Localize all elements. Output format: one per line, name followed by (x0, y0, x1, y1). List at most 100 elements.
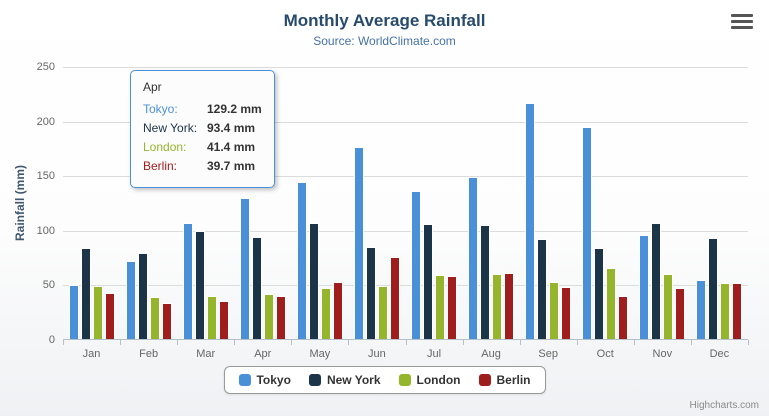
bar-new-york[interactable] (480, 225, 491, 339)
legend-swatch-icon (478, 374, 491, 386)
x-axis-tick (177, 340, 179, 345)
bar-tokyo[interactable] (639, 234, 650, 339)
x-axis-tick-label: Nov (652, 348, 673, 360)
bar-group-jul (405, 67, 462, 339)
bar-berlin[interactable] (104, 292, 115, 339)
x-axis-tick-label: Apr (254, 348, 272, 360)
bar-london[interactable] (435, 274, 445, 339)
y-axis-tick-label: 0 (48, 334, 55, 346)
x-axis-tick (348, 340, 350, 345)
bar-berlin[interactable] (504, 273, 515, 339)
x-axis-tick-label: Feb (139, 348, 159, 360)
bar-new-york[interactable] (594, 247, 605, 339)
bar-tokyo[interactable] (696, 279, 707, 339)
bar-group-may (291, 67, 348, 339)
bar-london[interactable] (377, 286, 388, 339)
bar-berlin[interactable] (389, 256, 400, 339)
x-axis-tick (519, 340, 521, 345)
legend-item-new-york[interactable]: New York (308, 373, 381, 387)
bar-tokyo[interactable] (125, 260, 136, 339)
y-axis-tick-label: 50 (42, 279, 55, 292)
bar-new-york[interactable] (308, 223, 319, 339)
bar-new-york[interactable] (537, 239, 548, 339)
bar-berlin[interactable] (732, 283, 743, 339)
bar-new-york[interactable] (365, 246, 376, 339)
y-axis-tick-label: 200 (36, 115, 55, 128)
bar-new-york[interactable] (423, 224, 433, 339)
bar-tokyo[interactable] (411, 190, 421, 339)
legend-swatch-icon (398, 374, 411, 386)
bar-tokyo[interactable] (525, 102, 536, 339)
x-axis-tick-label: Sep (538, 348, 558, 360)
tooltip-value: 93.4 mm (207, 121, 256, 135)
hamburger-menu-icon[interactable] (731, 14, 753, 29)
bar-london[interactable] (149, 296, 160, 339)
plot-area (63, 67, 749, 345)
bar-berlin[interactable] (561, 287, 572, 339)
gridlines (63, 67, 748, 339)
bar-london[interactable] (92, 285, 103, 339)
bar-tokyo[interactable] (182, 222, 193, 339)
x-axis-tick (291, 340, 293, 345)
chart-subtitle: Source: WorldClimate.com (313, 34, 456, 48)
bar-new-york[interactable] (80, 247, 91, 339)
bar-berlin[interactable] (161, 302, 172, 339)
x-axis-tick-label: Mar (196, 348, 216, 360)
x-axis-tick (63, 340, 64, 345)
bar-berlin[interactable] (275, 295, 286, 339)
bar-tokyo[interactable] (296, 181, 307, 339)
bar-new-york[interactable] (137, 252, 148, 339)
bar-berlin[interactable] (332, 281, 343, 339)
legend-item-tokyo[interactable]: Tokyo (238, 373, 291, 387)
bar-tokyo[interactable] (353, 146, 364, 339)
bar-london[interactable] (606, 267, 617, 339)
bar-london[interactable] (549, 281, 560, 339)
bar-new-york[interactable] (194, 231, 205, 339)
x-axis-ticks (63, 67, 749, 345)
legend-swatch-icon (308, 374, 321, 386)
credits-link[interactable]: Highcharts.com (689, 400, 759, 411)
legend-item-berlin[interactable]: Berlin (478, 373, 531, 387)
bar-berlin[interactable] (447, 276, 457, 339)
legend-label: New York (326, 373, 381, 387)
x-axis-tick (462, 340, 464, 345)
legend-item-london[interactable]: London (398, 373, 461, 387)
bar-group-aug (463, 67, 520, 339)
x-axis-tick (405, 340, 407, 345)
hamburger-bar (731, 20, 753, 23)
chart-title: Monthly Average Rainfall (283, 11, 486, 30)
legend: Tokyo New York London Berlin (223, 366, 546, 394)
x-axis-tick (234, 340, 236, 345)
tooltip-value: 129.2 mm (207, 102, 262, 116)
tooltip: Apr Tokyo: 129.2 mm New York: 93.4 mm London… (130, 70, 275, 188)
tooltip-row: New York: 93.4 mm (143, 121, 262, 135)
tooltip-rows: Tokyo: 129.2 mm New York: 93.4 mm London: 41.… (143, 102, 262, 173)
bar-london[interactable] (720, 283, 731, 339)
bar-london[interactable] (263, 293, 274, 339)
bar-berlin[interactable] (675, 287, 686, 339)
x-axis-tick (748, 340, 749, 345)
bar-new-york[interactable] (651, 222, 662, 339)
bar-tokyo[interactable] (582, 127, 593, 339)
bar-group-feb (120, 67, 177, 339)
hamburger-bar (731, 14, 753, 17)
bar-group-jun (348, 67, 405, 339)
tooltip-row: Tokyo: 129.2 mm (143, 102, 262, 116)
bar-london[interactable] (492, 273, 503, 339)
bar-berlin[interactable] (618, 296, 629, 339)
legend-label: London (416, 373, 461, 387)
bar-tokyo[interactable] (468, 176, 479, 339)
bar-tokyo[interactable] (68, 284, 79, 339)
gridline (63, 176, 748, 178)
bar-london[interactable] (663, 274, 674, 339)
bar-london[interactable] (320, 287, 331, 339)
bar-tokyo[interactable] (239, 197, 250, 339)
bar-new-york[interactable] (708, 238, 719, 339)
gridline (63, 285, 748, 287)
bar-new-york[interactable] (251, 237, 262, 339)
bar-london[interactable] (206, 296, 217, 339)
gridline (63, 230, 748, 232)
y-axis-tick-label: 150 (36, 170, 55, 183)
bar-berlin[interactable] (218, 301, 229, 339)
bar-group-dec (691, 67, 748, 339)
